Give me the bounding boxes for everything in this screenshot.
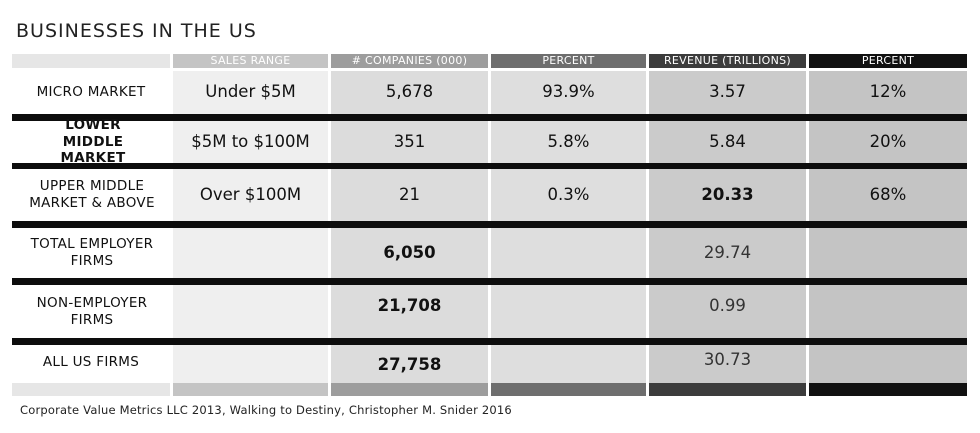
companies-cell: 27,758 (377, 354, 442, 374)
revenue-cell: 20.33 (701, 184, 754, 204)
footer-bar-sales (173, 383, 328, 396)
page-title: BUSINESSES IN THE US (16, 20, 257, 42)
sales-range-cell (173, 285, 328, 338)
percent-companies-cell: 93.9% (542, 82, 595, 102)
percent-companies-cell: 5.8% (547, 131, 590, 151)
row-label: NON-EMPLOYER FIRMS (36, 294, 148, 328)
footer-bar-revenue (649, 383, 806, 396)
percent-companies-cell: 0.3% (547, 184, 590, 204)
percent-companies-cell (491, 285, 646, 338)
companies-cell: 5,678 (385, 82, 434, 102)
companies-cell: 351 (393, 131, 426, 151)
percent-revenue-cell (809, 228, 967, 278)
percent-revenue-cell: 68% (869, 184, 907, 204)
row-label: LOWER MIDDLE MARKET (60, 116, 126, 167)
business-table: SALES RANGE # COMPANIES (000) PERCENT RE… (12, 54, 967, 396)
header-percent-revenue: PERCENT (809, 54, 967, 68)
revenue-cell: 3.57 (709, 82, 746, 102)
sales-range-cell: Over $100M (199, 184, 302, 204)
row-divider (12, 114, 967, 121)
row-divider (12, 278, 967, 285)
sales-range-cell: $5M to $100M (191, 131, 310, 151)
header-companies: # COMPANIES (000) (331, 54, 488, 68)
revenue-cell: 29.74 (703, 242, 752, 262)
percent-revenue-cell: 12% (869, 82, 907, 102)
source-citation: Corporate Value Metrics LLC 2013, Walkin… (20, 403, 512, 417)
row-divider (12, 163, 967, 169)
row-divider (12, 221, 967, 228)
row-label: UPPER MIDDLE MARKET & ABOVE (29, 178, 155, 211)
percent-revenue-cell (809, 285, 967, 338)
footer-bar-percent-revenue (809, 383, 967, 396)
row-label: TOTAL EMPLOYER FIRMS (30, 236, 154, 269)
percent-companies-cell (491, 345, 646, 379)
row-label: ALL US FIRMS (42, 353, 140, 370)
header-sales-range: SALES RANGE (173, 54, 328, 68)
footer-bar-percent-companies (491, 383, 646, 396)
header-revenue: REVENUE (TRILLIONS) (649, 54, 806, 68)
percent-revenue-cell (809, 345, 967, 379)
sales-range-cell (173, 345, 328, 379)
header-blank (12, 54, 170, 68)
sales-range-cell (173, 228, 328, 278)
revenue-cell: 5.84 (709, 131, 746, 151)
sales-range-cell: Under $5M (205, 82, 296, 102)
companies-cell: 21 (399, 184, 420, 204)
percent-companies-cell (491, 228, 646, 278)
footer-bar-blank (12, 383, 170, 396)
revenue-cell: 30.73 (703, 349, 752, 369)
revenue-cell: 0.99 (709, 295, 746, 315)
header-percent-companies: PERCENT (491, 54, 646, 68)
companies-cell: 21,708 (377, 295, 442, 315)
companies-cell: 6,050 (383, 242, 436, 262)
row-label: MICRO MARKET (36, 84, 146, 101)
footer-bar-companies (331, 383, 488, 396)
row-divider (12, 338, 967, 345)
percent-revenue-cell: 20% (869, 131, 907, 151)
